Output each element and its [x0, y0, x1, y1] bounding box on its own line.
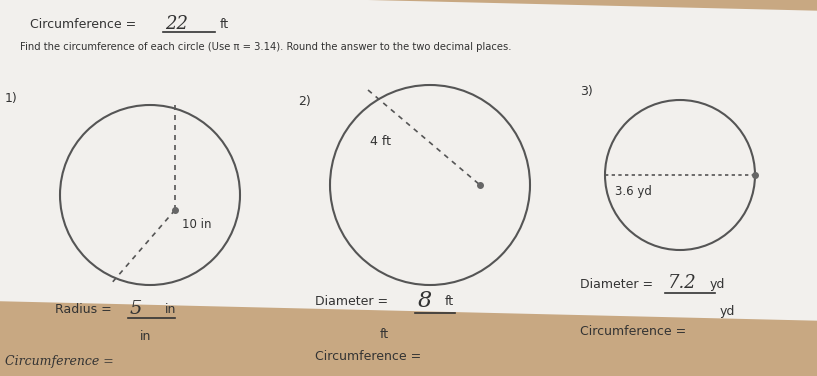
Polygon shape — [0, 0, 817, 321]
Text: 2): 2) — [298, 95, 310, 108]
Text: 22: 22 — [165, 15, 188, 33]
Text: in: in — [140, 330, 151, 343]
Text: yd: yd — [710, 278, 725, 291]
Text: Diameter =: Diameter = — [580, 278, 657, 291]
Text: in: in — [165, 303, 176, 316]
Text: ft: ft — [380, 328, 389, 341]
Text: ft: ft — [445, 295, 454, 308]
Text: Radius =: Radius = — [55, 303, 116, 316]
Text: 3): 3) — [580, 85, 593, 98]
Text: Circumference =: Circumference = — [5, 355, 114, 368]
Text: 10 in: 10 in — [182, 218, 212, 231]
Text: 1): 1) — [5, 92, 18, 105]
Text: 4 ft: 4 ft — [370, 135, 391, 148]
Text: yd: yd — [720, 305, 735, 318]
Text: Circumference =: Circumference = — [315, 350, 422, 363]
Text: ft: ft — [220, 18, 229, 31]
Text: 7.2: 7.2 — [668, 274, 697, 292]
Text: Diameter =: Diameter = — [315, 295, 392, 308]
Text: 3.6 yd: 3.6 yd — [615, 185, 652, 198]
Text: 5: 5 — [130, 300, 142, 318]
Text: Circumference =: Circumference = — [580, 325, 686, 338]
Text: Circumference =: Circumference = — [30, 18, 141, 31]
Text: 8: 8 — [418, 290, 432, 312]
Text: Find the circumference of each circle (Use π = 3.14). Round the answer to the tw: Find the circumference of each circle (U… — [20, 42, 511, 52]
